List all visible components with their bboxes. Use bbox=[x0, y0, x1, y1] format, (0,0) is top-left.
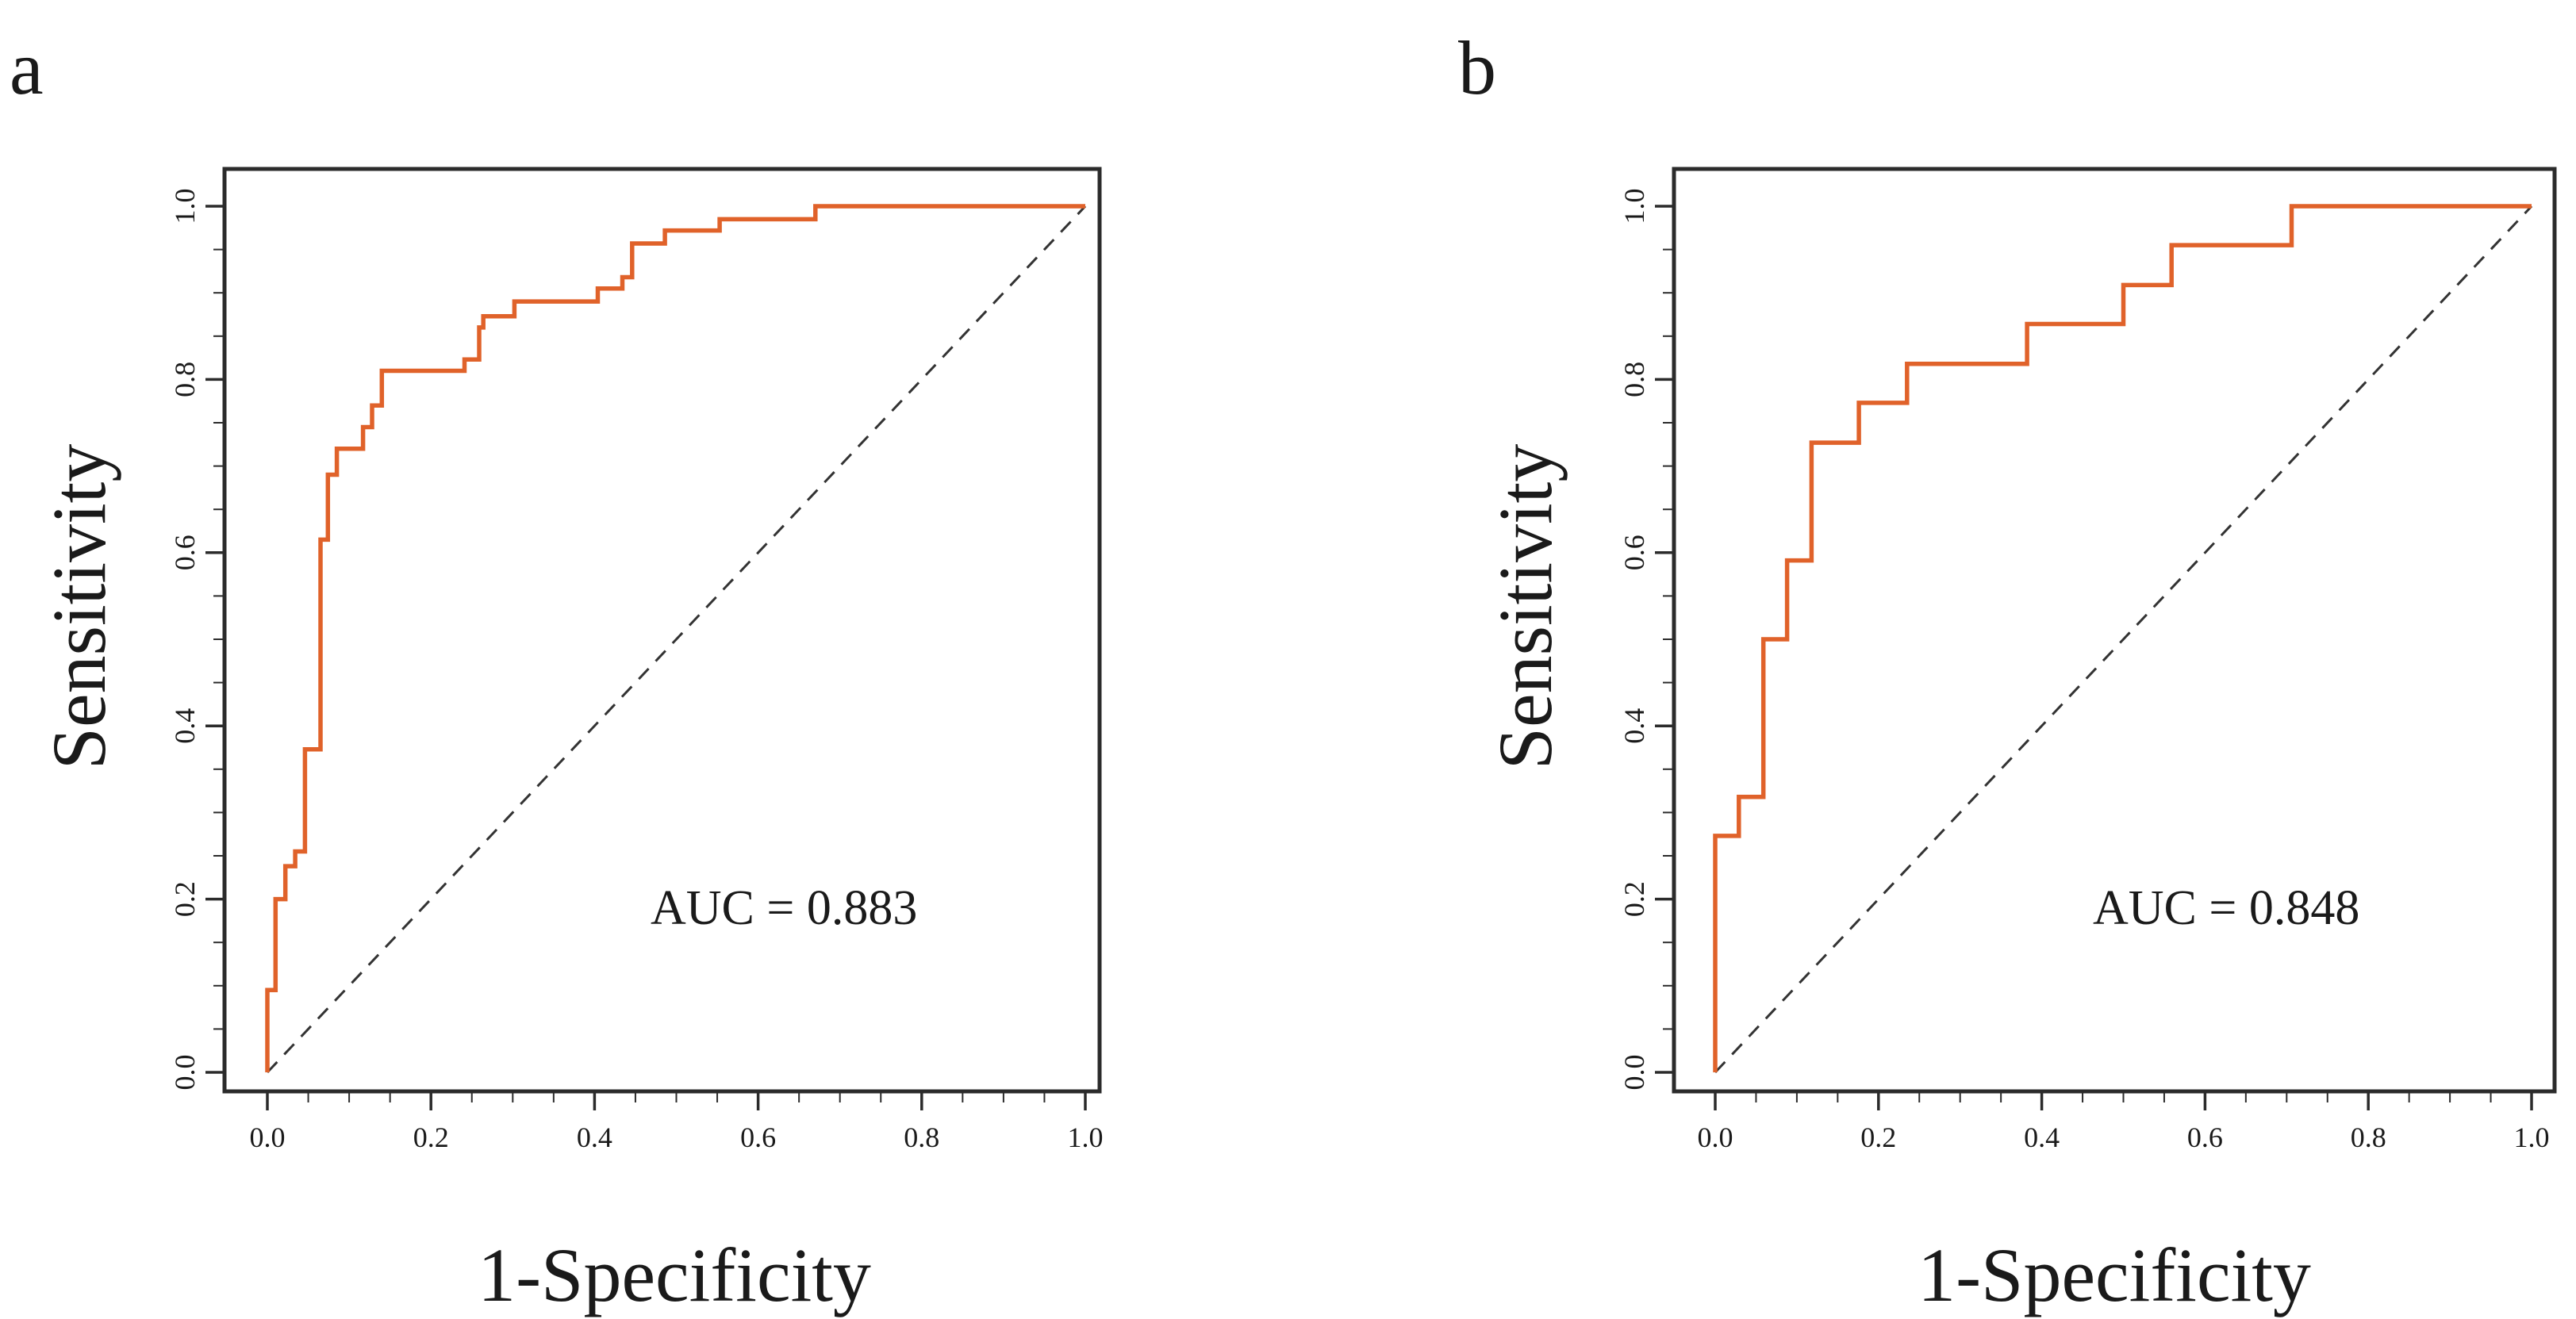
y-tick-label-b: 0.0 bbox=[1618, 1055, 1650, 1091]
auc-annotation-a: AUC = 0.883 bbox=[651, 881, 917, 935]
plot-frame-a bbox=[222, 167, 1102, 1094]
x-tick-label-b: 0.8 bbox=[2351, 1122, 2386, 1153]
x-tick-label-a: 0.2 bbox=[413, 1122, 449, 1153]
y-tick-label-a: 1.0 bbox=[169, 189, 201, 224]
x-tick-label-b: 0.2 bbox=[1860, 1122, 1896, 1153]
y-tick-label-a: 0.6 bbox=[169, 535, 201, 570]
x-tick-label-a: 0.8 bbox=[904, 1122, 939, 1153]
y-tick-label-a: 0.4 bbox=[169, 708, 201, 744]
y-axis-title-b: Sensitivity bbox=[1483, 444, 1568, 770]
y-axis-title-a: Sensitivity bbox=[36, 444, 121, 770]
x-tick-label-b: 1.0 bbox=[2514, 1122, 2550, 1153]
y-tick-label-b: 0.2 bbox=[1618, 881, 1650, 917]
panel-label-a: a bbox=[10, 25, 44, 110]
x-tick-label-b: 0.4 bbox=[2024, 1122, 2060, 1153]
x-tick-label-a: 0.4 bbox=[577, 1122, 612, 1153]
x-tick-label-b: 0.0 bbox=[1698, 1122, 1733, 1153]
y-tick-label-a: 0.2 bbox=[169, 881, 201, 917]
reference-diagonal-a bbox=[266, 205, 1087, 1074]
roc-curve-b bbox=[1713, 204, 2532, 1072]
x-tick-label-a: 0.0 bbox=[250, 1122, 286, 1153]
reference-diagonal-b bbox=[1714, 205, 2533, 1074]
auc-annotation-b: AUC = 0.848 bbox=[2093, 881, 2359, 935]
x-axis-title-a: 1-Specificity bbox=[478, 1233, 871, 1317]
panel-label-b: b bbox=[1458, 25, 1496, 110]
y-tick-label-b: 0.8 bbox=[1618, 362, 1650, 397]
y-tick-label-b: 1.0 bbox=[1618, 189, 1650, 224]
y-tick-label-a: 0.8 bbox=[169, 362, 201, 397]
x-tick-label-a: 1.0 bbox=[1068, 1122, 1104, 1153]
x-tick-label-b: 0.6 bbox=[2187, 1122, 2223, 1153]
plot-frame-b bbox=[1672, 167, 2557, 1094]
y-tick-label-b: 0.6 bbox=[1618, 535, 1650, 570]
panel-b: b AUC = 0.848 1-Specificity Sensitivity … bbox=[1458, 25, 2557, 1317]
y-tick-label-b: 0.4 bbox=[1618, 708, 1650, 744]
panel-a: a AUC = 0.883 1-Specificity Sensitivity … bbox=[10, 25, 1104, 1317]
y-tick-label-a: 0.0 bbox=[169, 1055, 201, 1091]
x-axis-title-b: 1-Specificity bbox=[1918, 1233, 2311, 1317]
roc-curve-a bbox=[265, 204, 1085, 1072]
x-tick-label-a: 0.6 bbox=[740, 1122, 776, 1153]
